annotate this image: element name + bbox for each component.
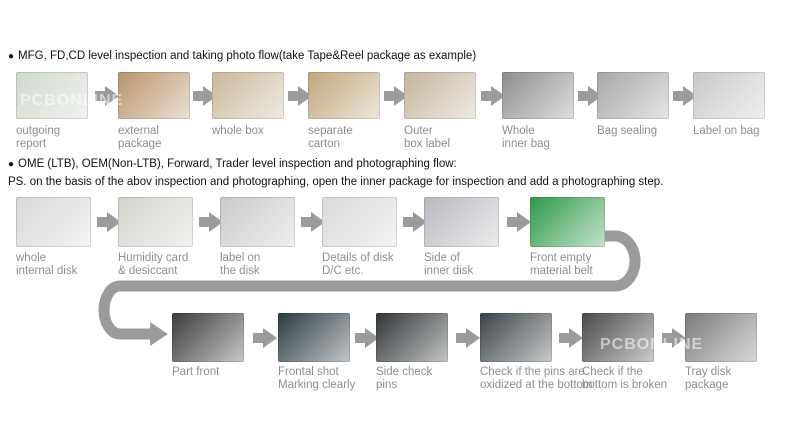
flow-arrow-icon xyxy=(661,327,686,348)
step-label: Label on bag xyxy=(693,125,760,137)
bullet-icon: ● xyxy=(8,159,15,170)
section1-header-text: MFG, FD,CD level inspection and taking p… xyxy=(18,50,477,62)
step-label: Humidity card & desiccant xyxy=(118,252,189,277)
step-label: whole box xyxy=(212,125,264,137)
step-label: whole internal disk xyxy=(16,252,78,277)
section2-header: ● OME (LTB), OEM(Non-LTB), Forward, Trade… xyxy=(8,158,457,170)
material-belt-photo-icon xyxy=(530,197,605,247)
humidity-card-photo-icon xyxy=(118,197,193,247)
flow-arrow-icon xyxy=(456,327,480,348)
step-label: Bag sealing xyxy=(597,125,658,137)
flow-arrow-icon xyxy=(300,212,325,232)
disk-side-photo-icon xyxy=(424,197,499,247)
bullet-icon: ● xyxy=(8,51,15,62)
step-label: label on the disk xyxy=(220,252,261,277)
step-label: Side of inner disk xyxy=(424,252,474,277)
part-front-photo-icon xyxy=(172,313,244,362)
watermark: PCBONLINE xyxy=(20,92,124,109)
flow-arrow-icon xyxy=(481,85,505,106)
marking-photo-icon xyxy=(278,313,350,362)
step-label: Outer box label xyxy=(404,125,451,150)
tray-photo-icon xyxy=(685,313,757,362)
section1-header: ● MFG, FD,CD level inspection and taking … xyxy=(8,50,476,62)
step-label: outgoing report xyxy=(16,125,61,150)
step-label: Frontal shot Marking clearly xyxy=(278,366,356,391)
flow-arrow-icon xyxy=(253,327,277,348)
box-photo-icon xyxy=(212,72,284,119)
bag-label-photo-icon xyxy=(693,72,765,119)
pins-bottom-photo-icon xyxy=(480,313,552,362)
disk-details-photo-icon xyxy=(322,197,397,247)
disk-label-photo-icon xyxy=(220,197,295,247)
section2-note: PS. on the basis of the abov inspection … xyxy=(8,176,664,188)
side-pins-photo-icon xyxy=(376,313,448,362)
bottom-photo-icon xyxy=(582,313,654,362)
step-label: Whole inner bag xyxy=(502,125,550,150)
step-label: Check if the bottom is broken xyxy=(582,366,668,391)
step-label: Details of disk D/C etc. xyxy=(322,252,394,277)
disk-photo-icon xyxy=(16,197,91,247)
carton-photo-icon xyxy=(308,72,380,119)
step-label: external package xyxy=(118,125,162,150)
inner-bag-photo-icon xyxy=(502,72,574,119)
step-label: Check if the pins are oxidized at the bo… xyxy=(480,366,593,391)
flow-arrow-icon xyxy=(559,327,583,348)
flow-arrow-icon xyxy=(95,85,119,106)
flow-arrow-icon xyxy=(96,212,121,232)
section2-header-text: OME (LTB), OEM(Non-LTB), Forward, Trader… xyxy=(18,158,457,170)
step-label: Side check pins xyxy=(376,366,433,391)
box-label-photo-icon xyxy=(404,72,476,119)
package-photo-icon xyxy=(118,72,190,119)
step-label: Front empty material belt xyxy=(530,252,593,277)
step-label: separate carton xyxy=(308,125,353,150)
flow-arrow-icon xyxy=(402,212,427,232)
report-photo-icon xyxy=(16,72,88,119)
step-label: Part front xyxy=(172,366,220,378)
bag-seal-photo-icon xyxy=(597,72,669,119)
flow-arrow-icon xyxy=(355,327,379,348)
step-label: Tray disk package xyxy=(685,366,732,391)
flow-arrow-icon xyxy=(506,212,531,232)
flow-arrow-icon xyxy=(198,212,223,232)
watermark: PCBONLINE xyxy=(600,336,704,353)
